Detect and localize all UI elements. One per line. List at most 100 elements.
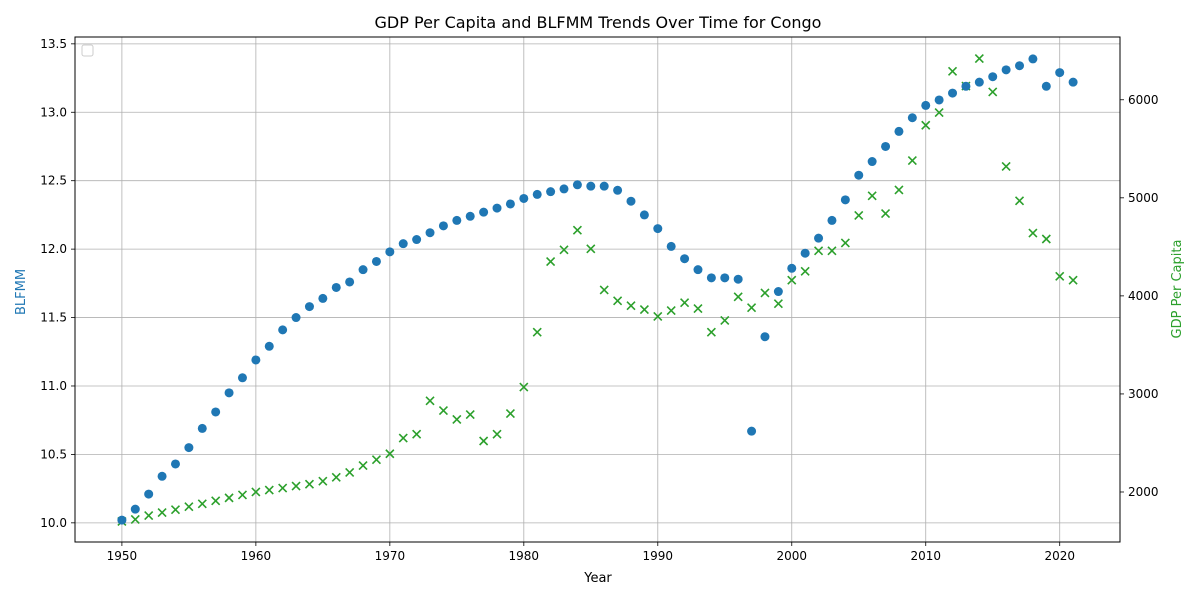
gdp-point xyxy=(1028,228,1038,238)
blfmm-point xyxy=(559,184,569,194)
x-tick-label: 2000 xyxy=(776,549,807,563)
blfmm-point xyxy=(170,459,180,469)
x-tick-label: 2020 xyxy=(1044,549,1075,563)
grid-lines xyxy=(75,37,1120,542)
gdp-point xyxy=(385,449,395,459)
blfmm-point xyxy=(465,211,475,221)
blfmm-point xyxy=(599,181,609,191)
blfmm-point xyxy=(800,248,810,258)
gdp-point xyxy=(733,292,743,302)
gdp-point xyxy=(211,496,221,506)
gdp-point xyxy=(184,502,194,512)
blfmm-point xyxy=(264,341,274,351)
gdp-point xyxy=(747,303,757,313)
blfmm-point xyxy=(546,187,556,197)
y-tick-label-right: 4000 xyxy=(1128,289,1159,303)
blfmm-point xyxy=(1055,68,1065,78)
y-tick-label-left: 10.0 xyxy=(40,516,67,530)
gdp-point xyxy=(666,306,676,316)
blfmm-point xyxy=(974,77,984,87)
chart-title: GDP Per Capita and BLFMM Trends Over Tim… xyxy=(375,13,822,32)
blfmm-point xyxy=(773,287,783,297)
blfmm-point xyxy=(733,274,743,284)
blfmm-point xyxy=(237,373,247,383)
gdp-point xyxy=(974,54,984,64)
blfmm-point xyxy=(934,95,944,105)
blfmm-point xyxy=(720,273,730,283)
y-tick-label-right: 5000 xyxy=(1128,191,1159,205)
blfmm-point xyxy=(881,141,891,151)
gdp-point xyxy=(170,505,181,515)
gdp-point xyxy=(492,429,502,439)
x-tick-label: 2010 xyxy=(910,549,941,563)
blfmm-point xyxy=(907,113,917,123)
gdp-point xyxy=(572,225,582,235)
blfmm-point xyxy=(385,247,395,257)
y-tick-label-left: 13.0 xyxy=(40,105,67,119)
blfmm-point xyxy=(130,504,140,514)
gdp-point xyxy=(425,396,435,406)
gdp-point xyxy=(626,301,636,311)
blfmm-point xyxy=(1015,61,1025,71)
x-tick-label: 1950 xyxy=(107,549,138,563)
gdp-point xyxy=(438,406,448,416)
y-tick-label-left: 10.5 xyxy=(40,447,67,461)
blfmm-series xyxy=(117,54,1078,525)
blfmm-point xyxy=(412,235,422,245)
y-axis-right: 2000 3000 4000 5000 6000 xyxy=(1120,93,1159,499)
gdp-point xyxy=(867,191,877,201)
x-tick-label: 1990 xyxy=(643,549,674,563)
blfmm-point xyxy=(747,426,757,436)
gdp-point xyxy=(988,87,998,97)
gdp-point xyxy=(532,327,542,337)
gdp-point xyxy=(827,246,837,256)
blfmm-point xyxy=(921,100,931,110)
gdp-point xyxy=(505,408,515,419)
blfmm-point xyxy=(572,180,582,190)
blfmm-point xyxy=(438,221,448,231)
gdp-point xyxy=(546,256,556,267)
plot-area xyxy=(74,36,1121,543)
blfmm-point xyxy=(666,241,676,251)
gdp-point xyxy=(412,429,422,439)
gdp-point xyxy=(304,479,315,489)
blfmm-point xyxy=(867,157,877,167)
gdp-point xyxy=(345,467,355,477)
gdp-point xyxy=(1014,196,1025,206)
gdp-point xyxy=(854,210,864,221)
gdp-point xyxy=(720,315,730,325)
gdp-point xyxy=(264,485,274,495)
gdp-point xyxy=(251,487,261,497)
y-tick-label-left: 11.0 xyxy=(40,379,67,393)
blfmm-point xyxy=(345,277,355,287)
gdp-point xyxy=(519,382,529,392)
gdp-point xyxy=(358,460,368,471)
blfmm-point xyxy=(291,313,301,323)
y-tick-label-left: 12.5 xyxy=(40,174,67,188)
blfmm-point xyxy=(840,195,850,205)
blfmm-point xyxy=(639,210,649,220)
blfmm-point xyxy=(278,325,288,335)
gdp-point xyxy=(130,514,140,525)
gdp-point xyxy=(894,185,904,195)
blfmm-point xyxy=(144,489,154,499)
gdp-point xyxy=(934,107,944,118)
blfmm-point xyxy=(211,407,221,417)
gdp-point xyxy=(706,327,716,337)
blfmm-point xyxy=(157,471,167,481)
gdp-point xyxy=(907,155,917,166)
blfmm-point xyxy=(613,185,623,195)
gdp-point xyxy=(773,299,783,309)
gdp-point xyxy=(318,476,328,486)
gdp-point xyxy=(559,245,569,255)
blfmm-point xyxy=(304,302,314,312)
blfmm-point xyxy=(894,126,904,136)
blfmm-point xyxy=(492,203,502,213)
blfmm-point xyxy=(425,228,435,238)
blfmm-point xyxy=(988,72,998,82)
y-tick-label-right: 2000 xyxy=(1128,485,1159,499)
gdp-point xyxy=(1068,275,1078,285)
blfmm-point xyxy=(948,88,958,98)
blfmm-point xyxy=(371,256,381,266)
